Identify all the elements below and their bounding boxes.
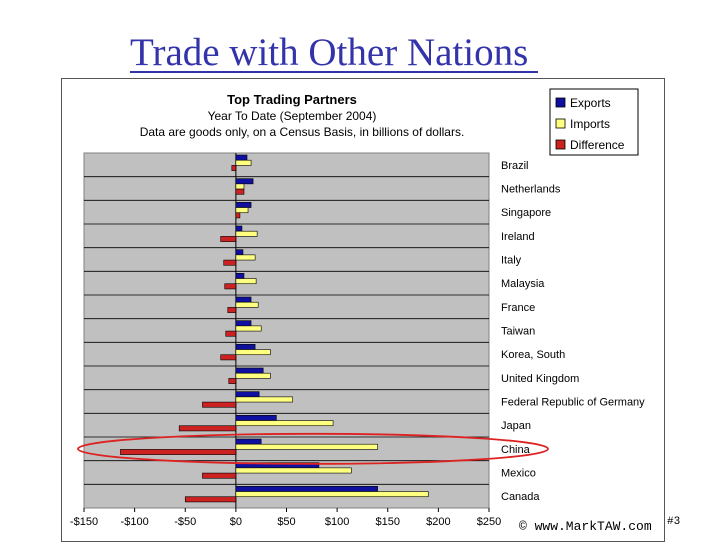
category-label: Korea, South [501,349,565,361]
bar-imports [235,301,259,308]
bar-exports [235,320,252,327]
bar-imports [235,491,429,498]
bar-exports [235,415,277,421]
category-label: China [501,444,531,456]
chart-title: Top Trading Partners [227,92,357,107]
bar-exports [235,296,252,303]
legend-label: Difference [570,138,625,152]
bar-exports [235,344,256,350]
category-label: Ireland [501,231,535,243]
bar-imports [235,467,352,474]
bar-difference [235,188,245,195]
bar-imports [235,443,378,450]
chart-frame: Top Trading Partners Year To Date (Septem… [61,78,665,542]
bar-difference [220,354,237,361]
bar-imports [235,159,252,166]
bar-difference [220,236,237,242]
category-label: United Kingdom [501,373,579,385]
bar-exports [235,367,264,374]
x-tick-label: $50 [277,516,295,528]
bar-imports [235,372,271,379]
bar-exports [235,438,262,445]
bar-difference [202,472,237,479]
bar-imports [235,183,245,190]
bar-difference [225,330,237,337]
slide-title: Trade with Other Nations [130,31,539,74]
bar-difference [184,496,237,503]
category-label: Italy [501,255,522,267]
category-label: France [501,302,535,314]
bar-difference [227,307,237,313]
bar-imports [235,230,258,237]
x-tick-label: $0 [230,516,242,528]
highlight-ellipse [77,432,549,465]
x-tick-label: -$150 [70,516,98,528]
x-tick-label: $250 [477,516,501,528]
legend-swatch-imports [555,118,566,129]
slide-number: #3 [667,516,681,528]
x-tick-label: -$50 [174,516,196,528]
bar-imports [235,207,249,214]
category-label: Canada [501,491,540,503]
category-label: Taiwan [501,326,535,338]
category-label: Brazil [501,160,529,172]
bar-exports [235,391,260,398]
chart-subtitle: Year To Date (September 2004) [208,109,377,123]
bar-difference [224,283,237,290]
bar-imports [235,420,334,427]
bar-imports [235,325,262,332]
bar-difference [202,401,237,408]
bar-imports [235,396,293,403]
bar-exports [235,225,243,232]
legend-label: Exports [570,96,611,110]
bar-exports [235,273,245,279]
category-label: Netherlands [501,184,561,196]
category-label: Singapore [501,207,551,219]
bar-imports [235,278,257,285]
x-tick-label: $150 [376,516,400,528]
category-label: Federal Republic of Germany [501,397,645,409]
bar-imports [235,254,256,261]
category-label: Japan [501,420,531,432]
bar-difference [231,165,237,171]
legend-swatch-exports [555,97,566,108]
x-tick-label: $100 [325,516,349,528]
bar-exports [235,249,244,256]
x-tick-label: -$100 [121,516,149,528]
chart-note: Data are goods only, on a Census Basis, … [140,125,465,139]
bar-exports [235,486,378,492]
x-tick-label: $200 [426,516,450,528]
bar-exports [235,202,252,208]
bar-difference [235,212,241,219]
category-label: Mexico [501,468,536,480]
bar-difference [120,449,237,455]
copyright-credit: © www.MarkTAW.com [519,519,652,534]
legend-swatch-difference [555,139,566,150]
bar-exports [235,154,248,161]
bar-chart: Top Trading Partners Year To Date (Septem… [70,88,645,528]
bar-difference [228,378,237,384]
bar-exports [235,178,254,185]
bar-imports [235,349,271,356]
legend-label: Imports [570,117,610,131]
bar-difference [178,425,237,432]
category-label: Malaysia [501,278,545,290]
bar-difference [223,259,237,266]
